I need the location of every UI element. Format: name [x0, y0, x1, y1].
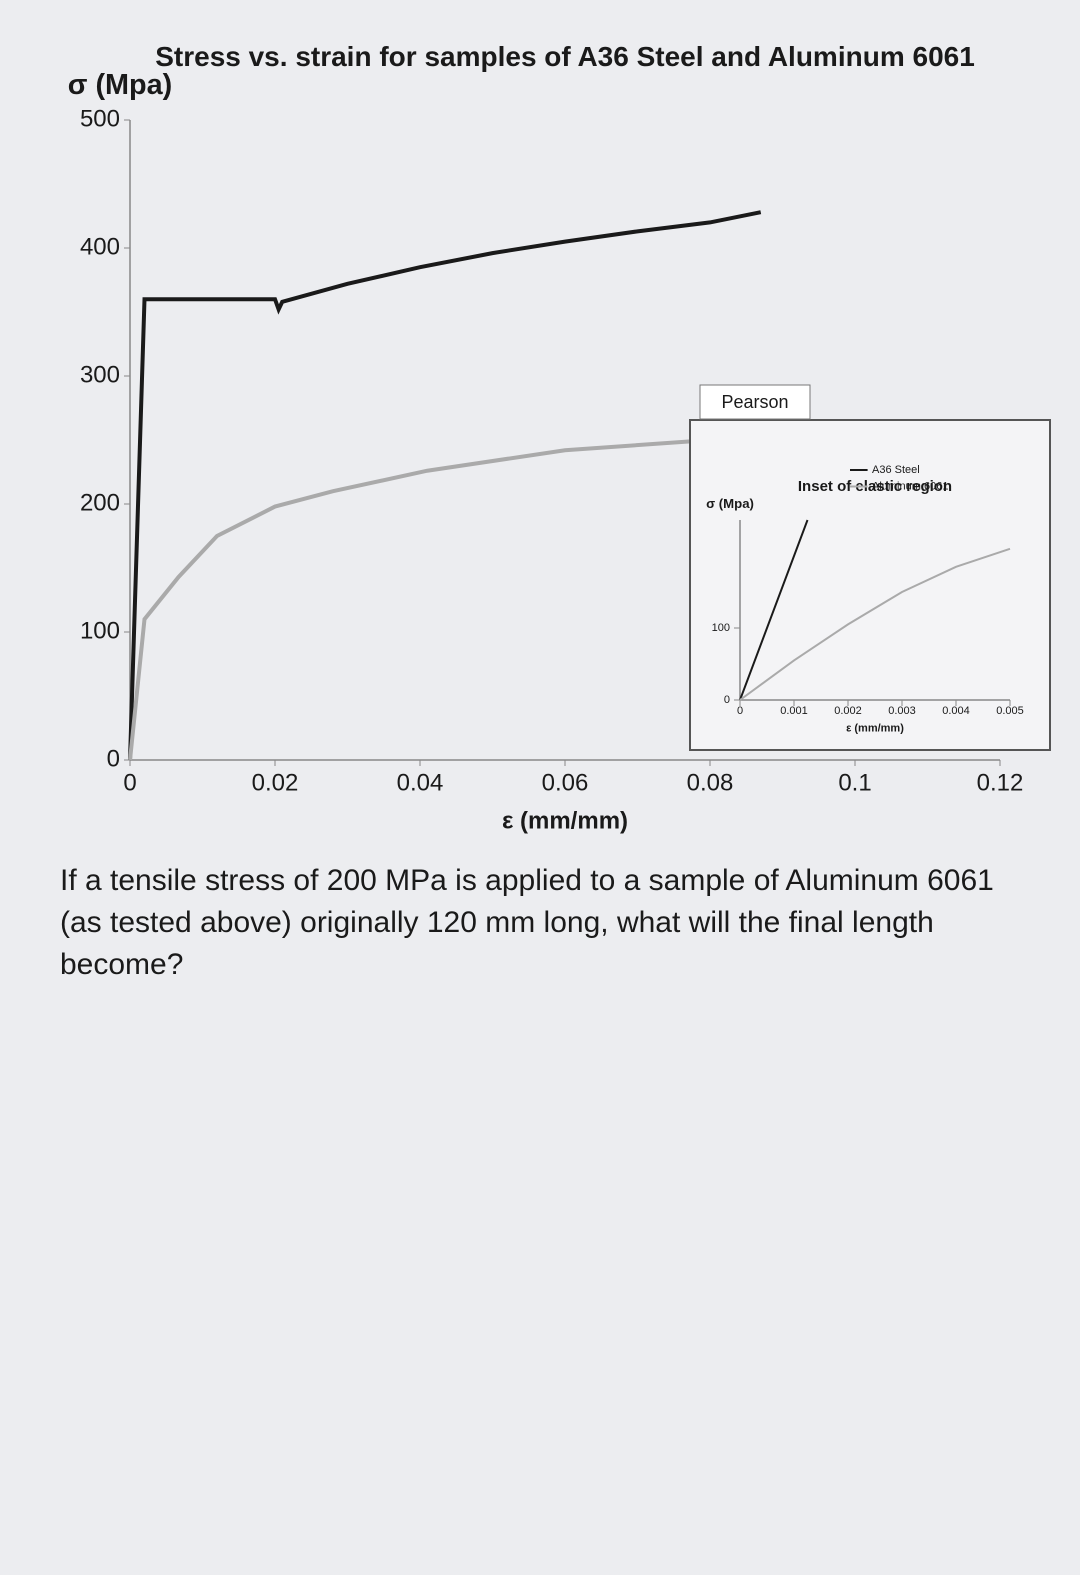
x-axis-label: ε (mm/mm)	[846, 723, 904, 735]
x-tick-label: 0.02	[252, 769, 299, 796]
y-tick-label: 100	[712, 622, 730, 634]
chart-title: Stress vs. strain for samples of A36 Ste…	[155, 41, 975, 72]
y-axis-label: σ (Mpa)	[68, 69, 172, 101]
y-axis-label: σ (Mpa)	[706, 496, 754, 511]
y-tick-label: 0	[724, 694, 730, 706]
x-tick-label: 0	[737, 705, 743, 717]
x-axis-label: ε (mm/mm)	[502, 808, 628, 835]
series-line	[739, 547, 1011, 701]
x-tick-label: 0.12	[977, 769, 1024, 796]
watermark-frame	[699, 384, 811, 420]
y-tick-label: 100	[80, 617, 120, 644]
legend-label: Aluminum 6061	[872, 480, 948, 492]
x-tick-label: 0.004	[942, 705, 970, 717]
legend-label: A36 Steel	[872, 464, 920, 476]
chart: 0 100 200 300 400 500 0 0.02 0.04 0.06 0.08 0.1 0.12…	[68, 41, 1051, 835]
y-tick-label: 300	[80, 361, 120, 388]
series-line	[128, 210, 762, 761]
x-tick-label: 0.003	[888, 705, 916, 717]
watermark-box: Pearson	[699, 384, 811, 420]
watermark: Pearson	[721, 392, 788, 412]
x-tick-label: 0.001	[780, 705, 808, 717]
x-tick-label: 0.08	[687, 769, 734, 796]
x-tick-label: 0.04	[397, 769, 444, 796]
plot: 0 100 0 0.001 0.002 0.003 0.004 0.005 ε (mm/mm) σ…	[689, 419, 1051, 751]
y-tick-label: 200	[80, 489, 120, 516]
x-tick-label: 0	[123, 769, 136, 796]
x-tick-label: 0.1	[838, 769, 871, 796]
series-line	[739, 519, 809, 701]
x-tick-label: 0.002	[834, 705, 862, 717]
chart-title: Inset of elastic region	[798, 478, 952, 495]
y-tick-label: 400	[80, 233, 120, 260]
inset-frame	[689, 419, 1051, 751]
x-tick-label: 0.005	[996, 705, 1024, 717]
x-tick-label: 0.06	[542, 769, 589, 796]
question: If a tensile stress of 200 MPa is applie…	[60, 864, 994, 981]
y-tick-label: 0	[107, 745, 120, 772]
y-tick-label: 500	[80, 105, 120, 132]
